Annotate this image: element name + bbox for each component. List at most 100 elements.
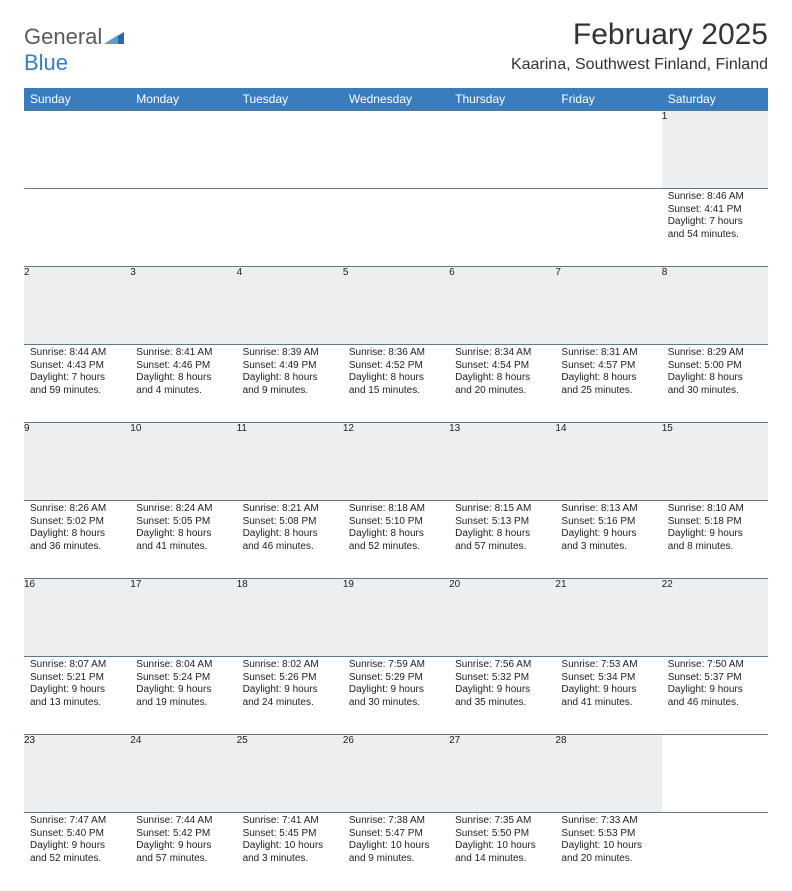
sun-info-line: Daylight: 9 hours [243, 684, 337, 697]
day-info-cell: Sunrise: 7:59 AMSunset: 5:29 PMDaylight:… [343, 657, 449, 735]
day-info-body: Sunrise: 8:46 AMSunset: 4:41 PMDaylight:… [662, 189, 768, 245]
sun-info-line: Sunrise: 8:36 AM [349, 347, 443, 360]
sun-info-line: Sunset: 5:18 PM [668, 516, 762, 529]
sun-info-line: and 13 minutes. [30, 697, 124, 710]
day-number-cell: 27 [449, 735, 555, 813]
sun-info-line: Sunrise: 8:21 AM [243, 503, 337, 516]
day-number-cell: 7 [555, 267, 661, 345]
weekday-label: Wednesday [343, 88, 449, 111]
day-info-cell: Sunrise: 7:53 AMSunset: 5:34 PMDaylight:… [555, 657, 661, 735]
day-number-cell: 22 [662, 579, 768, 657]
day-number-cell: 10 [130, 423, 236, 501]
sun-info-line: Daylight: 10 hours [561, 840, 655, 853]
sun-info-line: and 35 minutes. [455, 697, 549, 710]
day-info-cell [449, 189, 555, 267]
weekday-label: Monday [130, 88, 236, 111]
sun-info-line: Sunset: 5:10 PM [349, 516, 443, 529]
sun-info-line: Daylight: 9 hours [136, 840, 230, 853]
day-number-cell [555, 111, 661, 189]
sun-info-line: Sunset: 4:49 PM [243, 360, 337, 373]
sun-info-line: Sunset: 5:16 PM [561, 516, 655, 529]
sun-info-line: Sunset: 5:47 PM [349, 828, 443, 841]
sun-info-line: Daylight: 8 hours [136, 372, 230, 385]
day-number-cell: 28 [555, 735, 661, 813]
sun-info-line: Daylight: 7 hours [668, 216, 762, 229]
day-info-cell: Sunrise: 8:13 AMSunset: 5:16 PMDaylight:… [555, 501, 661, 579]
sun-info-line: Sunset: 5:42 PM [136, 828, 230, 841]
sun-info-line: and 52 minutes. [349, 541, 443, 554]
sun-info-line: and 20 minutes. [455, 385, 549, 398]
sun-info-line: Daylight: 9 hours [668, 684, 762, 697]
day-info-body: Sunrise: 8:04 AMSunset: 5:24 PMDaylight:… [130, 657, 236, 713]
day-number-cell: 21 [555, 579, 661, 657]
sun-info-line: Daylight: 8 hours [349, 528, 443, 541]
brand-logo: General Blue [24, 24, 124, 76]
weekday-label: Thursday [449, 88, 555, 111]
day-number-cell: 2 [24, 267, 130, 345]
top-row: General Blue February 2025 Kaarina, Sout… [24, 18, 768, 76]
sun-info-line: Sunrise: 7:53 AM [561, 659, 655, 672]
day-info-row: Sunrise: 8:44 AMSunset: 4:43 PM Daylight:… [24, 345, 768, 423]
day-info-cell: Sunrise: 8:21 AMSunset: 5:08 PMDaylight:… [237, 501, 343, 579]
day-info-row: Sunrise: 8:46 AMSunset: 4:41 PMDaylight:… [24, 189, 768, 267]
weekday-label: Saturday [662, 88, 768, 111]
sun-info-line: and 3 minutes. [243, 853, 337, 866]
day-number-row: 9101112131415 [24, 423, 768, 501]
day-number-row: 16171819202122 [24, 579, 768, 657]
day-number-cell: 23 [24, 735, 130, 813]
sun-info-line: Sunset: 4:43 PM [30, 360, 124, 373]
sun-info-line: Daylight: 10 hours [455, 840, 549, 853]
sun-info-line: Sunset: 5:53 PM [561, 828, 655, 841]
sun-info-line: Sunrise: 8:44 AM [30, 347, 124, 360]
sun-info-line: and 24 minutes. [243, 697, 337, 710]
day-info-body: Sunrise: 7:50 AMSunset: 5:37 PMDaylight:… [662, 657, 768, 713]
day-info-body: Sunrise: 8:34 AMSunset: 4:54 PMDaylight:… [449, 345, 555, 401]
sun-info-line: and 46 minutes. [668, 697, 762, 710]
day-number-cell [130, 111, 236, 189]
day-info-body: Sunrise: 8:18 AMSunset: 5:10 PMDaylight:… [343, 501, 449, 557]
day-number-cell [662, 735, 768, 813]
sun-info-line: and 54 minutes. [668, 229, 762, 242]
day-number-cell: 16 [24, 579, 130, 657]
day-info-cell: Sunrise: 7:44 AMSunset: 5:42 PMDaylight:… [130, 813, 236, 891]
weekday-label: Sunday [24, 88, 130, 111]
sun-info-line: Sunrise: 8:41 AM [136, 347, 230, 360]
day-info-cell: Sunrise: 8:44 AMSunset: 4:43 PMDaylight:… [24, 345, 130, 423]
sun-info-line: Sunrise: 8:34 AM [455, 347, 549, 360]
logo-line1: General [24, 24, 102, 49]
sun-info-line: Daylight: 9 hours [561, 684, 655, 697]
day-number-cell: 17 [130, 579, 236, 657]
sun-info-line: Daylight: 8 hours [561, 372, 655, 385]
sun-info-line: and 4 minutes. [136, 385, 230, 398]
sun-info-line: and 14 minutes. [455, 853, 549, 866]
day-info-cell [555, 189, 661, 267]
sun-info-line: Daylight: 8 hours [668, 372, 762, 385]
sun-info-line: Daylight: 8 hours [455, 528, 549, 541]
sun-info-line: and 25 minutes. [561, 385, 655, 398]
sun-info-line: Sunrise: 7:33 AM [561, 815, 655, 828]
day-number-cell: 9 [24, 423, 130, 501]
day-info-body: Sunrise: 7:59 AMSunset: 5:29 PMDaylight:… [343, 657, 449, 713]
day-info-cell [343, 189, 449, 267]
day-number-cell: 19 [343, 579, 449, 657]
day-info-row: Sunrise: 7:47 AMSunset: 5:40 PMDaylight:… [24, 813, 768, 891]
sun-info-line: Sunset: 5:34 PM [561, 672, 655, 685]
sun-info-line: Sunset: 5:08 PM [243, 516, 337, 529]
day-info-row: Sunrise: 8:07 AMSunset: 5:21 PMDaylight:… [24, 657, 768, 735]
day-number-row: 232425262728 [24, 735, 768, 813]
sun-info-line: and 9 minutes. [349, 853, 443, 866]
day-number-cell: 8 [662, 267, 768, 345]
sun-info-line: and 3 minutes. [561, 541, 655, 554]
sun-info-line: Sunset: 5:13 PM [455, 516, 549, 529]
sun-info-line: and 57 minutes. [136, 853, 230, 866]
day-info-cell [662, 813, 768, 891]
day-info-body: Sunrise: 7:33 AMSunset: 5:53 PMDaylight:… [555, 813, 661, 869]
sun-info-line: Sunrise: 8:02 AM [243, 659, 337, 672]
sun-info-line: and 30 minutes. [349, 697, 443, 710]
sun-info-line: Sunrise: 8:46 AM [668, 191, 762, 204]
day-info-cell: Sunrise: 8:41 AMSunset: 4:46 PMDaylight:… [130, 345, 236, 423]
day-number-cell: 15 [662, 423, 768, 501]
sun-info-line: Sunrise: 8:07 AM [30, 659, 124, 672]
day-info-cell: Sunrise: 8:26 AMSunset: 5:02 PMDaylight:… [24, 501, 130, 579]
day-info-cell: Sunrise: 7:47 AMSunset: 5:40 PMDaylight:… [24, 813, 130, 891]
